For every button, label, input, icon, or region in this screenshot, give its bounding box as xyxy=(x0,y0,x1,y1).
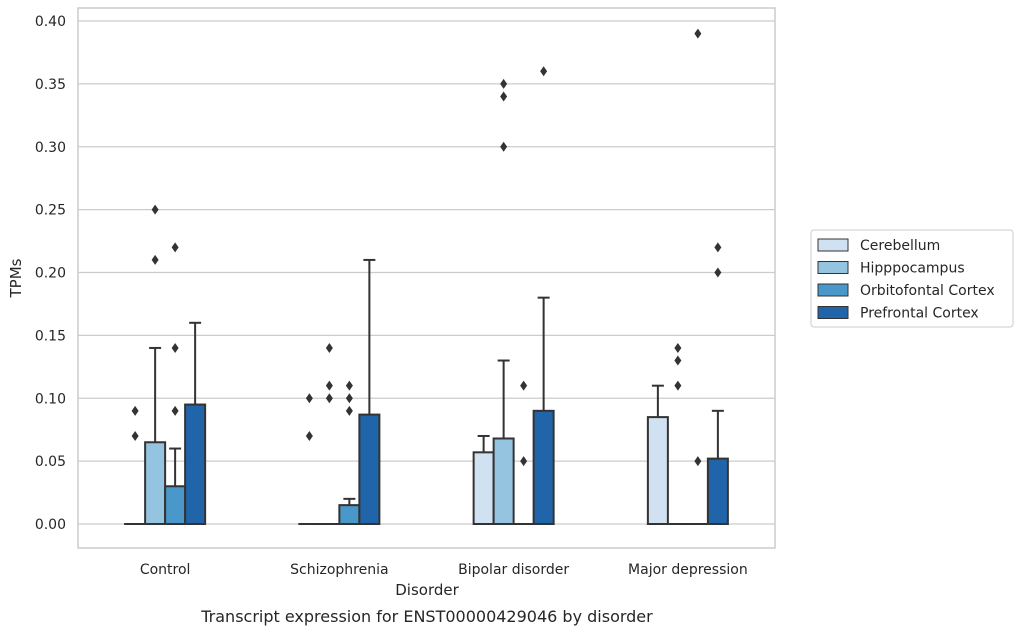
outlier-point xyxy=(694,456,702,467)
y-axis-ticks: 0.00 0.05 0.10 0.15 0.20 0.25 0.30 0.35 0.40 xyxy=(35,14,66,533)
outlier-point xyxy=(305,430,313,441)
x-tick-label: Schizophrenia xyxy=(290,562,388,578)
bar-hipppocampus xyxy=(492,437,515,525)
outlier-point xyxy=(171,405,179,416)
x-axis-ticks: Control Schizophrenia Bipolar disorder Majo… xyxy=(140,562,748,578)
y-tick-label: 0.30 xyxy=(35,140,66,156)
legend: Cerebellum Hipppocampus Orbitofontal Corte… xyxy=(810,229,1014,328)
bar-prefrontal-cortex xyxy=(706,457,729,525)
outlier-point xyxy=(500,78,508,89)
outlier-point xyxy=(325,342,333,353)
outlier-point xyxy=(131,430,139,441)
legend-label: Orbitofontal Cortex xyxy=(860,283,995,299)
outlier-point xyxy=(714,242,722,253)
bar-orbitofontal-cortex xyxy=(164,485,187,525)
outlier-point xyxy=(520,380,528,391)
y-axis-label: TPMs xyxy=(7,258,25,298)
legend-swatch-orbitofontal-cortex xyxy=(817,283,849,297)
outlier-point xyxy=(694,28,702,39)
outlier-point xyxy=(674,342,682,353)
x-tick-label: Control xyxy=(140,562,191,578)
outlier-point xyxy=(345,393,353,404)
outlier-point xyxy=(325,393,333,404)
x-axis-label: Disorder xyxy=(395,581,459,599)
legend-label: Cerebellum xyxy=(860,238,940,254)
outlier-point xyxy=(151,204,159,215)
bar-cerebellum xyxy=(646,416,669,525)
plot-area-frame xyxy=(77,7,776,549)
chart-caption: Transcript expression for ENST0000042904… xyxy=(200,607,653,626)
x-tick-label: Major depression xyxy=(628,562,748,578)
y-tick-label: 0.25 xyxy=(35,203,66,219)
y-tick-label: 0.05 xyxy=(35,454,66,470)
bar-cerebellum xyxy=(472,451,495,526)
x-tick-label: Bipolar disorder xyxy=(458,562,569,578)
outlier-point xyxy=(674,380,682,391)
bar-prefrontal-cortex xyxy=(184,403,207,526)
outlier-point xyxy=(520,456,528,467)
error-bars xyxy=(149,258,724,506)
y-tick-label: 0.10 xyxy=(35,391,66,407)
outlier-point xyxy=(714,267,722,278)
legend-swatch-hipppocampus xyxy=(817,261,849,274)
bar-orbitofontal-cortex xyxy=(338,504,361,526)
outliers xyxy=(131,28,722,467)
y-tick-label: 0.00 xyxy=(35,517,66,533)
outlier-point xyxy=(345,380,353,391)
legend-swatch-cerebellum xyxy=(817,238,849,252)
legend-label: Prefrontal Cortex xyxy=(860,306,979,322)
outlier-point xyxy=(151,254,159,265)
outlier-point xyxy=(500,141,508,152)
outlier-point xyxy=(345,405,353,416)
y-tick-label: 0.15 xyxy=(35,328,66,344)
outlier-point xyxy=(305,393,313,404)
legend-swatch-prefrontal-cortex xyxy=(817,306,849,319)
grid-lines xyxy=(78,20,775,525)
outlier-point xyxy=(171,242,179,253)
bar-hipppocampus xyxy=(144,441,167,526)
bar-prefrontal-cortex xyxy=(532,409,555,526)
y-tick-label: 0.35 xyxy=(35,77,66,93)
legend-frame xyxy=(810,229,1014,328)
outlier-point xyxy=(500,91,508,102)
bars xyxy=(124,403,729,526)
outlier-point xyxy=(131,405,139,416)
bar-prefrontal-cortex xyxy=(358,413,381,525)
outlier-point xyxy=(171,342,179,353)
outlier-point xyxy=(674,355,682,366)
outlier-point xyxy=(540,66,548,77)
legend-label: Hipppocampus xyxy=(860,261,965,277)
outlier-point xyxy=(325,380,333,391)
y-tick-label: 0.20 xyxy=(35,266,66,282)
y-tick-label: 0.40 xyxy=(35,14,66,30)
